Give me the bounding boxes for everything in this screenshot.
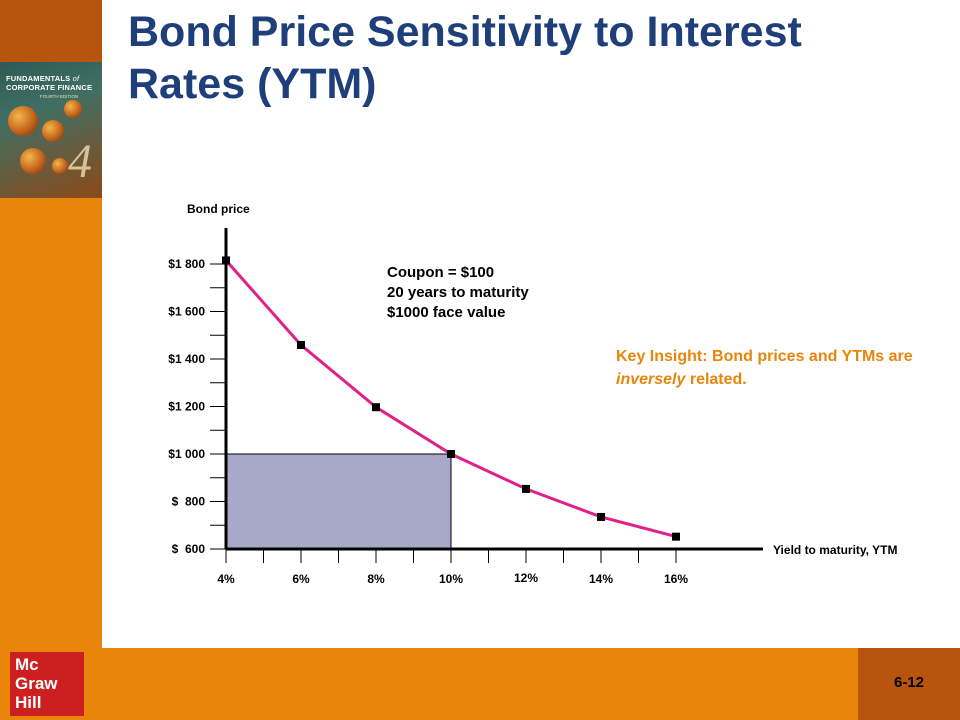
y-tick-label: $ 800 <box>172 495 206 509</box>
slide-title: Bond Price Sensitivity to Interest Rates… <box>128 8 802 108</box>
y-tick-label: $1 400 <box>168 352 205 366</box>
mcgraw-hill-logo: Mc Graw Hill <box>10 652 84 716</box>
x-axis-label: Yield to maturity, YTM <box>773 543 897 557</box>
x-tick-label: 6% <box>292 572 310 586</box>
y-tick-label: $ 600 <box>172 542 206 556</box>
book-cover-title: FUNDAMENTALS of CORPORATE FINANCE <box>6 74 93 92</box>
y-axis-label: Bond price <box>187 202 250 216</box>
data-point-marker <box>447 450 455 458</box>
orb-decoration <box>52 158 68 174</box>
x-tick-label: 8% <box>367 572 385 586</box>
y-tick-label: $1 200 <box>168 400 205 414</box>
data-point-marker <box>597 512 605 521</box>
x-tick-label: 4% <box>217 572 235 586</box>
par-value-region <box>225 453 452 550</box>
data-point-marker <box>672 532 680 541</box>
book-cover-image: FUNDAMENTALS of CORPORATE FINANCE FOURTH… <box>0 62 102 198</box>
orb-decoration <box>42 120 64 142</box>
footer-bar <box>0 648 960 720</box>
x-tick-label: 16% <box>664 572 688 586</box>
footer-right-band <box>858 648 960 720</box>
data-point-marker <box>222 256 230 265</box>
x-tick-label: 12% <box>514 571 538 585</box>
key-insight-text: Key Insight: Bond prices and YTMs are in… <box>616 348 913 388</box>
y-tick-label: $1 600 <box>168 305 205 319</box>
data-point-marker <box>297 340 305 349</box>
x-tick-label: 14% <box>589 572 613 586</box>
y-tick-label: $1 000 <box>168 447 205 461</box>
orb-decoration <box>8 106 38 136</box>
data-point-marker <box>522 484 530 493</box>
slide-number: 6-12 <box>893 674 925 691</box>
x-tick-label: 10% <box>439 572 463 586</box>
orb-decoration <box>20 148 46 174</box>
y-tick-label: $1 800 <box>168 257 205 271</box>
book-cover-edition: FOURTH EDITION <box>40 94 79 99</box>
sidebar-top-band <box>0 0 102 62</box>
bond-terms-annotation: Coupon = $100 20 years to maturity $1000… <box>387 264 529 321</box>
book-cover-number: 4 <box>68 135 92 188</box>
orb-decoration <box>64 100 82 118</box>
data-point-marker <box>372 403 380 412</box>
